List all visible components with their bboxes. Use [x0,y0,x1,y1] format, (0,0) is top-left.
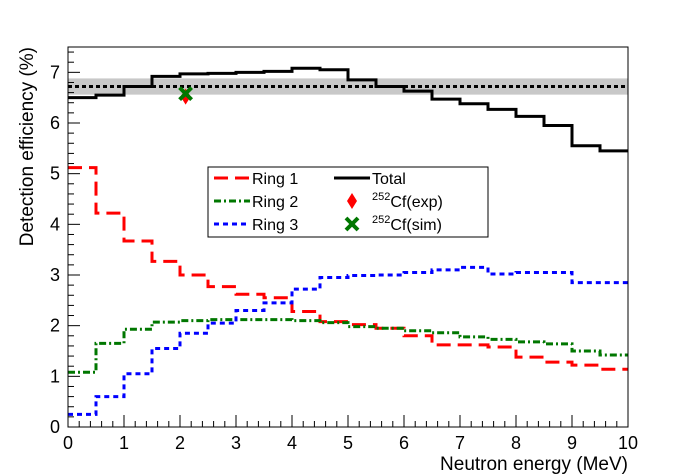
legend-label-text: Cf(sim) [390,217,442,234]
legend-label-252cf-exp-: 252Cf(exp) [372,191,443,211]
legend-swatch-252cf-sim- [344,216,360,232]
legend-label-ring-2: Ring 2 [252,194,298,211]
y-tick-label: 2 [50,316,60,336]
x-tick-label: 1 [119,433,129,453]
x-tick-label: 4 [287,433,297,453]
legend-label-ring-3: Ring 3 [252,217,298,234]
series-ring-2 [68,318,628,374]
y-tick-label: 3 [50,265,60,285]
legend-label-total: Total [372,171,406,188]
y-tick-label: 6 [50,113,60,133]
y-tick-label: 5 [50,164,60,184]
x-tick-label: 7 [455,433,465,453]
x-tick-label: 6 [399,433,409,453]
legend-label-ring-1: Ring 1 [252,171,298,188]
y-axis-label: Detection efficiency (%) [17,47,38,246]
y-tick-label: 1 [50,366,60,386]
y-tick-label: 4 [50,214,60,234]
y-tick-label: 0 [50,417,60,437]
series-ring-3 [68,265,628,416]
point-cf-sim-stroke [178,86,194,102]
y-tick-label: 7 [50,62,60,82]
series-ring-1 [68,166,628,371]
series-layer [68,66,628,416]
legend-label-superscript: 252 [372,214,390,226]
x-tick-label: 2 [175,433,185,453]
x-tick-label: 10 [618,433,638,453]
x-tick-label: 3 [231,433,241,453]
x-tick-label: 0 [63,433,73,453]
legend-swatch-252cf-exp- [347,193,357,209]
series-total [68,66,628,153]
x-axis-label: Neutron energy (MeV) [440,454,628,475]
legend-label-text: Cf(exp) [390,194,442,211]
legend-label-252cf-sim-: 252Cf(sim) [372,214,442,234]
x-tick-label: 5 [343,433,353,453]
point-cf-sim-marker [178,86,194,102]
legend-swatch-stroke [344,216,360,232]
reference-band-layer [68,78,628,95]
x-tick-label: 9 [567,433,577,453]
x-tick-label: 8 [511,433,521,453]
legend-label-superscript: 252 [372,191,390,203]
axes-layer: 0 1 2 3 4 5 6 7 8 9 10 0 1 2 3 4 5 6 7 [50,46,638,453]
points-layer [178,86,194,105]
